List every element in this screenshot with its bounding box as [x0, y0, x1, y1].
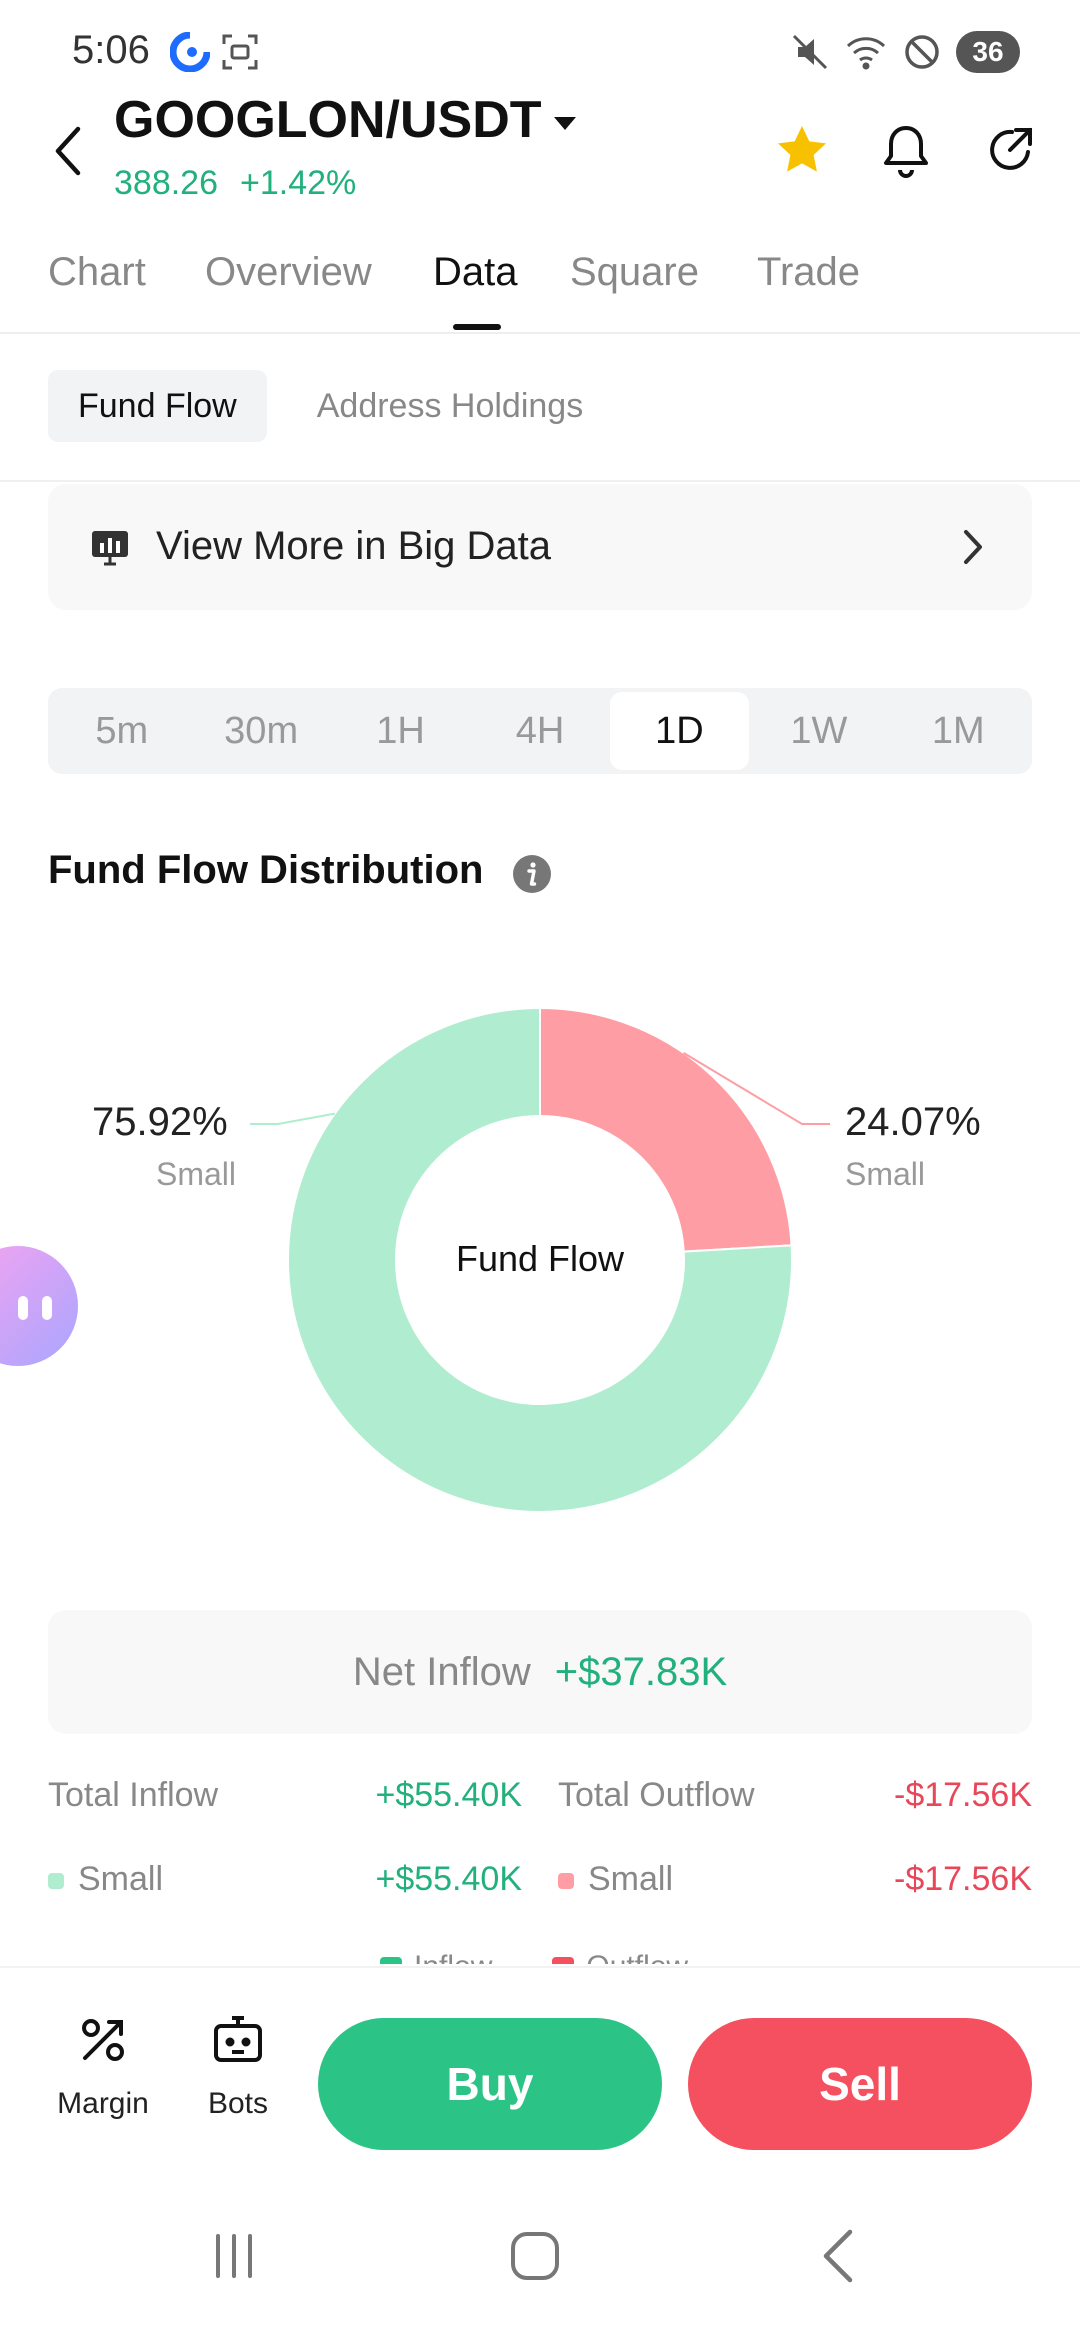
main-tabs: Chart Overview Data Square Trade: [0, 240, 1080, 334]
inflow-small-label: Small: [78, 1860, 164, 1898]
inflow-small-value: +$55.40K: [375, 1860, 522, 1898]
subtab-address-holdings[interactable]: Address Holdings: [316, 386, 584, 425]
alert-button[interactable]: [876, 120, 936, 180]
home-icon[interactable]: [495, 2216, 575, 2296]
pair-selector[interactable]: GOOGLON/USDT: [114, 90, 576, 150]
legend-inflow: Inflow: [380, 1950, 492, 1964]
big-data-label: View More in Big Data: [156, 524, 551, 568]
mute-icon: [792, 34, 828, 70]
timeframe-5m[interactable]: 5m: [95, 709, 149, 752]
net-inflow-label: Net Inflow: [352, 1649, 531, 1694]
tab-square[interactable]: Square: [570, 250, 699, 294]
bot-icon: [214, 2016, 262, 2062]
chart-legend: Inflow Outflow: [380, 1950, 688, 1964]
inflow-small-row: Small: [48, 1860, 163, 1899]
bottom-action-bar: Margin Bots Buy Sell: [0, 1966, 1080, 2176]
net-inflow-value: +$37.83K: [554, 1649, 728, 1694]
status-time: 5:06: [72, 28, 150, 72]
price-row: 388.26 +1.42%: [114, 164, 356, 203]
margin-icon: [82, 2019, 124, 2061]
outflow-small-value: -$17.56K: [894, 1860, 1032, 1898]
chart-center-label: Fund Flow: [455, 1238, 625, 1279]
section-title: Fund Flow Distribution: [48, 848, 484, 892]
assistant-eye: [18, 1296, 28, 1320]
big-data-link[interactable]: View More in Big Data: [48, 484, 1032, 610]
do-not-disturb-icon: [905, 35, 939, 69]
bots-button[interactable]: Bots: [183, 2012, 293, 2121]
timeframe-selector: 5m 30m 1H 4H 1D 1W 1M: [48, 688, 1032, 774]
info-icon[interactable]: [512, 854, 552, 894]
price-change: +1.42%: [240, 164, 357, 202]
screenshot-icon: [222, 34, 258, 70]
outflow-swatch: [558, 1873, 574, 1890]
back-button[interactable]: [40, 116, 96, 186]
net-inflow-card: Net Inflow +$37.83K: [48, 1610, 1032, 1734]
margin-button[interactable]: Margin: [48, 2012, 158, 2121]
timeframe-1h[interactable]: 1H: [376, 709, 425, 752]
tab-trade[interactable]: Trade: [757, 250, 861, 294]
slice-label-inflow-percent: 75.92%: [92, 1100, 228, 1144]
assistant-eye: [42, 1296, 52, 1320]
active-tab-indicator: [453, 324, 501, 330]
caret-down-icon: [553, 116, 576, 130]
subtab-fund-flow[interactable]: Fund Flow: [48, 370, 267, 442]
recent-apps-icon[interactable]: [194, 2216, 274, 2296]
inflow-swatch: [48, 1873, 64, 1890]
share-icon: [990, 128, 1032, 170]
slice-label-outflow-percent: 24.07%: [845, 1100, 981, 1144]
total-inflow-label: Total Inflow: [48, 1776, 219, 1814]
slice-label-outflow-category: Small: [845, 1156, 926, 1192]
star-icon: [778, 126, 826, 172]
header: GOOGLON/USDT 388.26 +1.42%: [0, 90, 1080, 220]
total-inflow-value: +$55.40K: [375, 1776, 522, 1814]
timeframe-1w[interactable]: 1W: [790, 709, 848, 752]
margin-label: Margin: [57, 2087, 149, 2120]
wifi-icon: [846, 37, 886, 70]
slice-label-inflow-category: Small: [156, 1156, 237, 1192]
total-outflow-value: -$17.56K: [894, 1776, 1032, 1814]
leader-line-outflow: [683, 1052, 830, 1125]
back-arrow-icon: [55, 126, 81, 176]
bots-label: Bots: [207, 2087, 269, 2120]
legend-outflow: Outflow: [552, 1950, 688, 1964]
outflow-small-row: Small: [558, 1860, 673, 1899]
timeframe-4h[interactable]: 4H: [515, 709, 565, 752]
fund-flow-chart: Fund Flow 75.92% Small 24.07% Small: [0, 990, 1080, 1550]
battery-indicator: 36: [956, 31, 1020, 73]
sell-button[interactable]: Sell: [688, 2018, 1032, 2150]
donut-slice-inflow: [287, 1006, 793, 1513]
total-outflow-label: Total Outflow: [558, 1776, 755, 1814]
outflow-small-label: Small: [588, 1860, 674, 1898]
timeframe-1m[interactable]: 1M: [931, 709, 985, 752]
timeframe-30m[interactable]: 30m: [224, 709, 299, 752]
system-navigation-bar: [0, 2176, 1080, 2340]
bar-chart-icon: [92, 531, 128, 566]
bell-icon: [884, 126, 928, 178]
pair-name: GOOGLON/USDT: [114, 91, 542, 149]
tab-data[interactable]: Data: [433, 250, 518, 294]
donut-slice-outflow: [539, 1006, 793, 1253]
last-price: 388.26: [114, 164, 218, 202]
tab-overview[interactable]: Overview: [205, 250, 372, 294]
divider: [0, 480, 1080, 482]
timeframe-1d[interactable]: 1D: [609, 692, 750, 770]
tab-chart[interactable]: Chart: [48, 250, 146, 294]
app-notification-icon: [170, 32, 210, 72]
share-button[interactable]: [980, 120, 1040, 180]
favorite-button[interactable]: [772, 120, 832, 180]
back-nav-icon[interactable]: [800, 2216, 880, 2296]
leader-line-inflow: [250, 1112, 336, 1125]
sub-tabs: Fund Flow Address Holdings: [48, 370, 613, 442]
donut-chart: [250, 1006, 830, 1513]
status-bar: 5:06 36: [0, 0, 1080, 100]
chevron-right-icon: [964, 530, 982, 564]
header-actions: [772, 120, 1040, 180]
buy-button[interactable]: Buy: [318, 2018, 662, 2150]
status-icons: 36: [790, 28, 1020, 76]
